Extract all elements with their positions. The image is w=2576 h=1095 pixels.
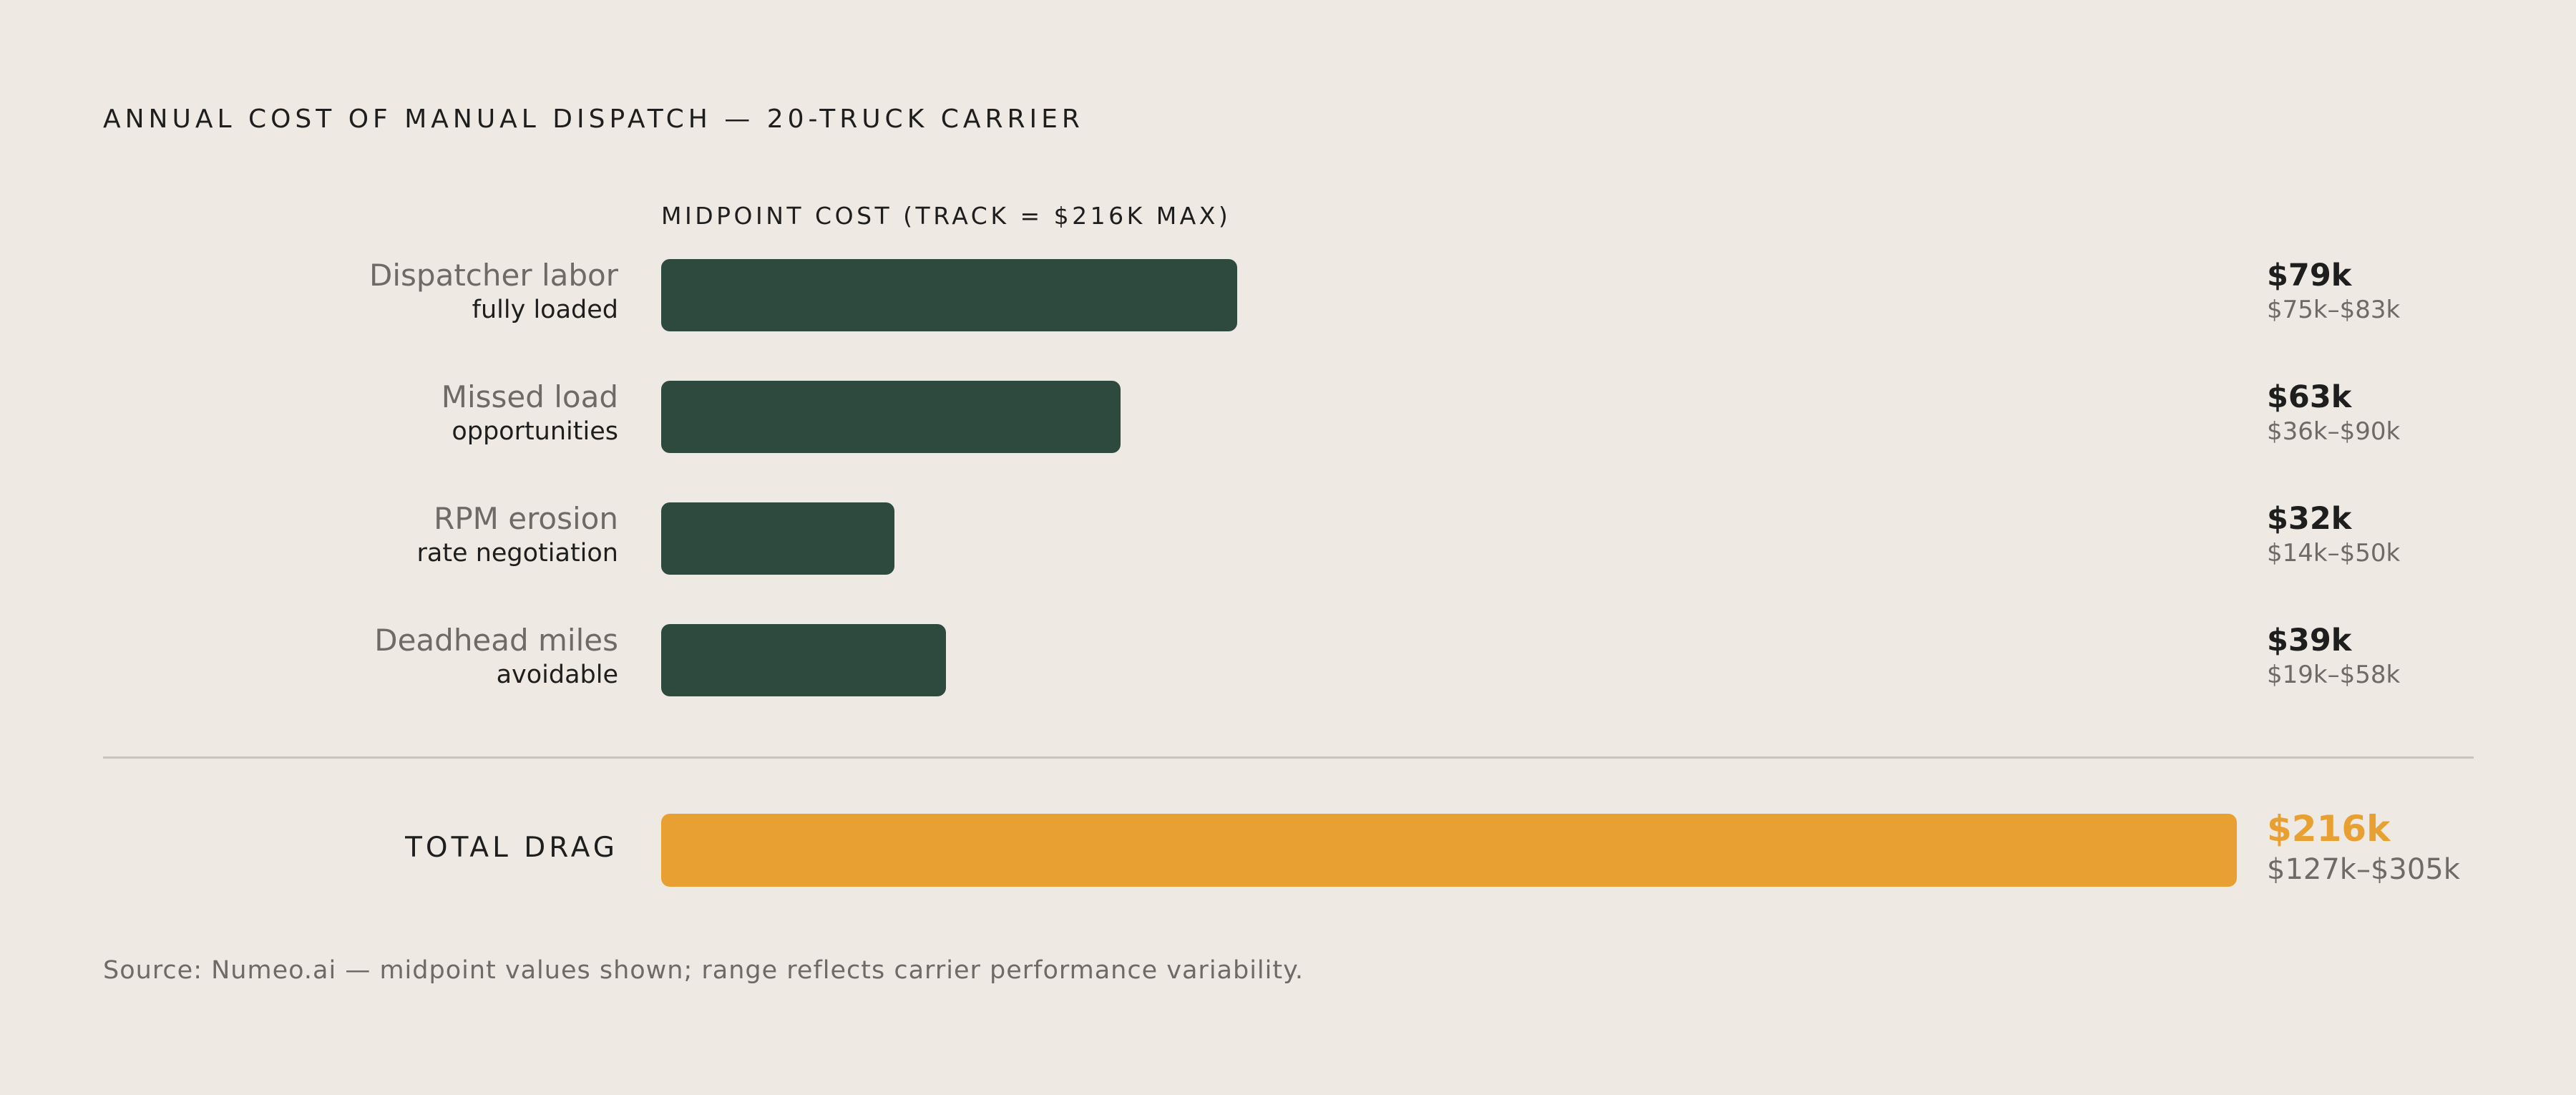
source-note: Source: Numeo.ai — midpoint values shown… [103,956,1304,985]
value-block: $32k $14k–$50k [2267,501,2400,570]
category-label: Missed load opportunities [441,379,618,448]
bar [661,381,1121,453]
category-label: Deadhead miles avoidable [374,623,618,691]
value-block: $39k $19k–$58k [2267,623,2400,691]
category-name: Deadhead miles [374,623,618,658]
range-label: $14k–$50k [2267,539,2401,568]
divider [103,756,2474,759]
total-value: $216k [2267,808,2391,850]
category-label: RPM erosion rate negotiation [416,501,618,570]
value-label: $39k [2267,623,2352,658]
total-value-block: $216k $127k–$305k [2267,807,2460,889]
value-block: $79k $75k–$83k [2267,258,2400,326]
category-sublabel: opportunities [452,417,618,446]
chart-title: ANNUAL COST OF MANUAL DISPATCH — 20-TRUC… [103,104,1084,134]
category-sublabel: avoidable [496,661,618,689]
bar [661,502,894,575]
category-label: Dispatcher labor fully loaded [369,258,618,326]
bar [661,259,1237,331]
total-bar [661,814,2237,887]
category-sublabel: rate negotiation [416,539,618,568]
bar [661,624,946,696]
range-label: $75k–$83k [2267,296,2401,324]
category-sublabel: fully loaded [472,296,618,324]
value-label: $63k [2267,379,2352,415]
category-name: Dispatcher labor [369,258,618,293]
category-name: RPM erosion [434,501,618,536]
value-block: $63k $36k–$90k [2267,379,2400,448]
track-label: MIDPOINT COST (TRACK = $216K MAX) [661,202,1231,230]
value-label: $32k [2267,501,2352,537]
range-label: $36k–$90k [2267,417,2401,446]
category-name: Missed load [441,379,618,414]
total-range: $127k–$305k [2267,853,2460,886]
range-label: $19k–$58k [2267,661,2401,689]
total-label: TOTAL DRAG [405,832,618,864]
value-label: $79k [2267,258,2352,293]
